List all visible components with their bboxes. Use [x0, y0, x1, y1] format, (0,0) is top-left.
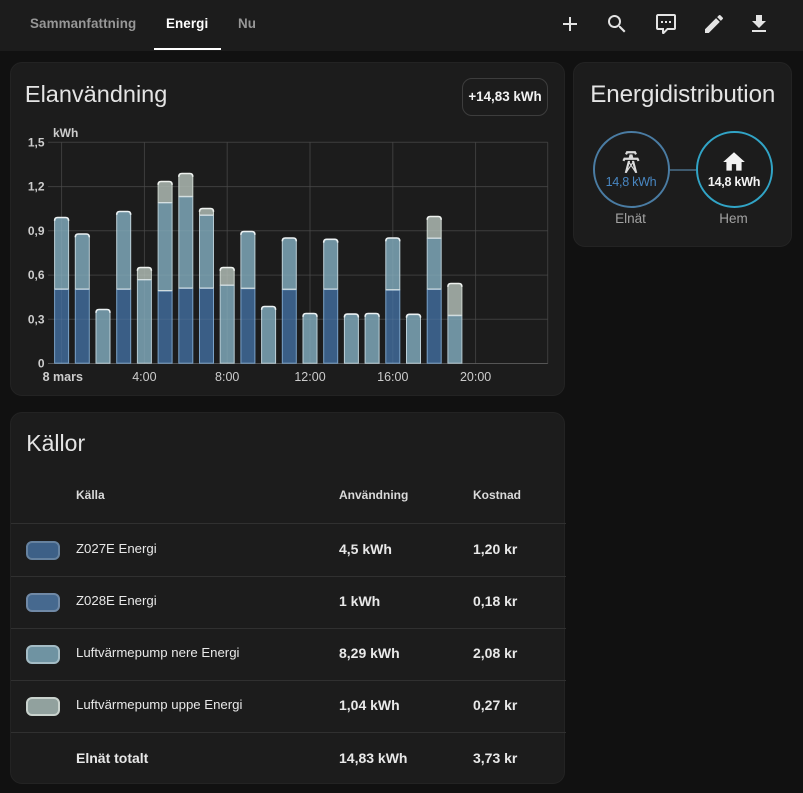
svg-text:20:00: 20:00 [460, 370, 491, 384]
svg-text:12:00: 12:00 [294, 370, 325, 384]
svg-text:8:00: 8:00 [215, 370, 239, 384]
svg-text:4:00: 4:00 [132, 370, 156, 384]
svg-text:1,2: 1,2 [28, 180, 45, 194]
svg-text:0,6: 0,6 [28, 268, 45, 282]
svg-text:0,3: 0,3 [28, 312, 45, 326]
svg-text:1,5: 1,5 [28, 135, 45, 149]
svg-text:8 mars: 8 mars [43, 370, 83, 384]
svg-text:16:00: 16:00 [377, 370, 408, 384]
svg-text:kWh: kWh [53, 126, 78, 140]
svg-text:0: 0 [38, 357, 45, 371]
svg-text:0,9: 0,9 [28, 224, 45, 238]
